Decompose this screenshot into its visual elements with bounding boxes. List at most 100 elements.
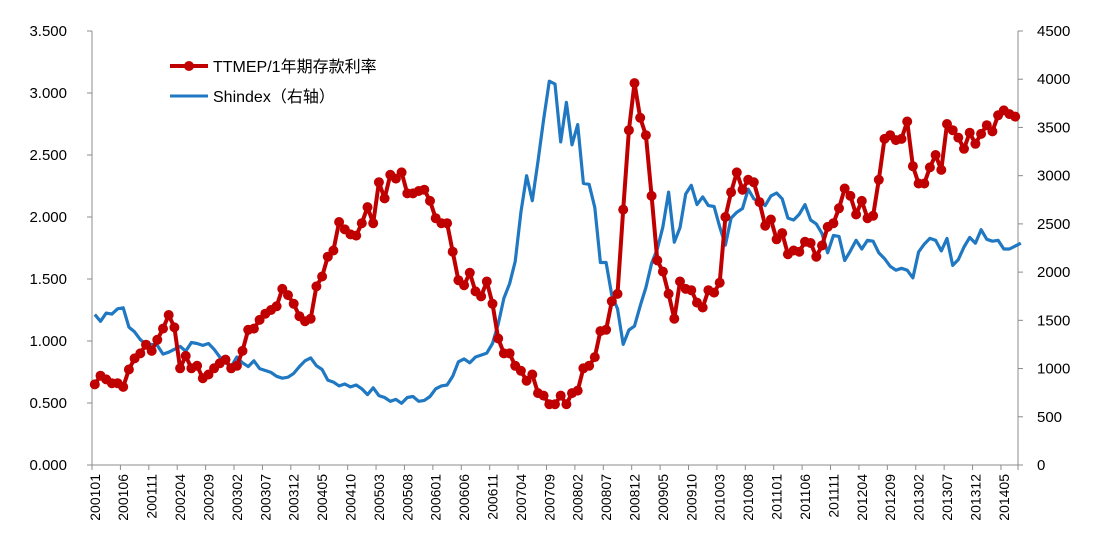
x-tick-label: 200802 — [570, 474, 586, 521]
ttmep-point — [669, 313, 680, 324]
ttmep-point — [896, 133, 907, 144]
ttmep-point — [555, 390, 566, 401]
ttmep-point — [635, 112, 646, 123]
ttmep-point — [351, 230, 362, 241]
right-tick-label: 4000 — [1037, 71, 1070, 88]
x-tick-label: 200312 — [286, 474, 302, 521]
ttmep-point — [89, 379, 100, 390]
ttmep-point — [936, 164, 947, 175]
left-tick-label: 0.500 — [29, 395, 67, 412]
x-tick-label: 200101 — [87, 474, 103, 521]
ttmep-point — [902, 116, 913, 127]
ttmep-point — [220, 354, 231, 365]
ttmep-point — [118, 381, 129, 392]
ttmep-point — [271, 301, 282, 312]
ttmep-point — [851, 209, 862, 220]
x-tick-label: 200410 — [342, 474, 358, 521]
ttmep-point — [947, 125, 958, 136]
ttmep-point — [283, 290, 293, 301]
left-tick-label: 3.000 — [29, 85, 67, 102]
x-tick-label: 200611 — [485, 474, 501, 520]
ttmep-point — [907, 161, 918, 172]
right-tick-label: 1500 — [1037, 312, 1070, 329]
ttmep-point — [930, 150, 941, 160]
ttmep-point — [584, 360, 595, 371]
x-tick-label: 200209 — [200, 474, 216, 521]
x-tick-label: 201111 — [825, 474, 841, 518]
left-tick-label: 3.500 — [29, 23, 67, 40]
left-tick-label: 1.500 — [29, 271, 67, 288]
ttmep-point — [442, 218, 453, 229]
ttmep-point — [493, 333, 504, 344]
legend-label-shindex: Shindex（右轴） — [213, 88, 335, 106]
left-tick-label: 2.000 — [29, 209, 67, 226]
x-tick-label: 200111 — [144, 474, 160, 519]
ttmep-point — [248, 323, 259, 334]
x-tick-label: 201008 — [740, 474, 756, 521]
ttmep-point — [550, 399, 560, 410]
right-tick-label: 3000 — [1037, 168, 1070, 185]
ttmep-point — [924, 162, 935, 173]
ttmep-point — [379, 193, 390, 204]
x-tick-label: 200910 — [683, 474, 699, 521]
x-tick-label: 201209 — [882, 474, 898, 521]
x-tick-label: 200405 — [314, 474, 330, 521]
ttmep-point — [737, 184, 748, 195]
ttmep-point — [959, 143, 969, 154]
ttmep-point — [811, 251, 822, 262]
right-tick-label: 4500 — [1037, 23, 1070, 40]
ttmep-point — [464, 267, 475, 278]
ttmep-point — [231, 360, 242, 371]
ttmep-point — [334, 217, 345, 227]
ttmep-point — [754, 197, 765, 208]
ttmep-point — [834, 203, 844, 214]
legend-marker-ttmep — [184, 61, 194, 71]
ttmep-point — [618, 204, 629, 215]
ttmep-point — [976, 128, 987, 139]
ttmep-point — [175, 363, 186, 374]
x-tick-label: 200106 — [115, 474, 131, 521]
ttmep-point — [447, 246, 458, 257]
ttmep-point — [720, 212, 731, 222]
ttmep-point — [169, 322, 180, 333]
ttmep-point — [629, 78, 640, 89]
ttmep-point — [192, 360, 203, 371]
x-tick-label: 201101 — [769, 474, 785, 520]
series-layer — [89, 78, 1022, 410]
legend-label-ttmep: TTMEP/1年期存款利率 — [213, 58, 377, 76]
ttmep-point — [311, 281, 322, 292]
x-axis: 200101 200106 200111 200204 200209 200302 2003… — [87, 465, 1019, 521]
ttmep-point — [476, 291, 487, 302]
ttmep-point — [987, 126, 998, 137]
ttmep-point — [425, 195, 435, 206]
ttmep-point — [163, 310, 174, 320]
ttmep-point — [794, 246, 805, 257]
ttmep-point — [317, 271, 328, 282]
ttmep-point — [623, 125, 634, 136]
x-tick-label: 200606 — [456, 474, 472, 521]
x-tick-label: 200812 — [627, 474, 643, 521]
ttmep-point — [601, 324, 612, 335]
ttmep-point — [527, 369, 538, 380]
series-line-ttmep — [93, 81, 1017, 407]
right-tick-label: 2000 — [1037, 264, 1070, 281]
ttmep-point — [970, 138, 981, 149]
x-tick-label: 200704 — [513, 474, 529, 521]
ttmep-point — [714, 277, 725, 288]
right-axis: 0 500 1000 1500 2000 2500 3000 3500 4000 4500 — [1018, 23, 1070, 474]
ttmep-point — [459, 280, 470, 291]
ttmep-point — [328, 245, 339, 256]
ttmep-point — [135, 348, 146, 359]
x-tick-label: 200508 — [399, 474, 415, 521]
left-tick-label: 1.000 — [29, 333, 67, 350]
ttmep-point — [845, 190, 856, 201]
ttmep-point — [805, 238, 816, 248]
ttmep-point — [765, 214, 776, 225]
x-tick-label: 200204 — [172, 474, 188, 521]
ttmep-point — [180, 350, 191, 361]
ttmep-point — [697, 302, 708, 313]
right-tick-label: 0 — [1037, 457, 1045, 474]
right-tick-label: 500 — [1037, 409, 1062, 426]
legend: TTMEP/1年期存款利率 Shindex（右轴） — [170, 58, 377, 106]
